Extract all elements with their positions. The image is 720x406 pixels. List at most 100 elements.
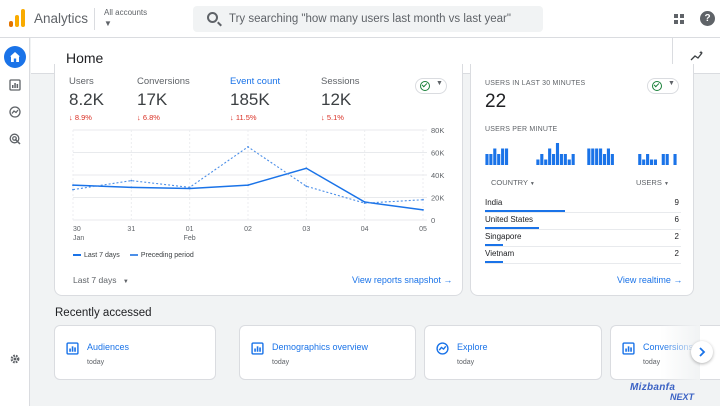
minute-bar[interactable] bbox=[497, 154, 501, 165]
minute-bar[interactable] bbox=[587, 148, 591, 166]
data-point[interactable] bbox=[422, 198, 424, 201]
arrow-right-icon: → bbox=[443, 275, 453, 285]
minute-bar[interactable] bbox=[642, 159, 646, 166]
recent-item-subtitle: today bbox=[457, 359, 475, 366]
nav-advertising-icon[interactable] bbox=[4, 128, 26, 150]
minute-bar[interactable] bbox=[555, 143, 560, 165]
table-row[interactable]: United States 6 bbox=[485, 213, 681, 230]
caret-down-icon: ▼ bbox=[436, 80, 443, 87]
data-point[interactable] bbox=[130, 179, 133, 182]
minute-bar[interactable] bbox=[602, 154, 607, 165]
minute-bar[interactable] bbox=[493, 148, 497, 166]
x-tick-label: 30 bbox=[73, 226, 81, 233]
table-row[interactable]: Singapore 2 bbox=[485, 230, 681, 247]
data-point[interactable] bbox=[363, 202, 366, 205]
country-name: Singapore bbox=[485, 232, 522, 241]
analytics-logo-icon[interactable] bbox=[9, 9, 25, 27]
data-point[interactable] bbox=[305, 167, 308, 170]
metrics-card: Users 8.2K ↓ 8.9% Conversions 17K ↓ 6.8%… bbox=[54, 64, 463, 296]
data-point[interactable] bbox=[422, 208, 424, 211]
view-reports-snapshot-link[interactable]: View reports snapshot → bbox=[352, 275, 452, 285]
minute-bar[interactable] bbox=[536, 159, 540, 166]
recent-item-demographics-overview[interactable]: Demographics overview today bbox=[239, 325, 416, 380]
data-point[interactable] bbox=[188, 186, 191, 189]
country-users: 6 bbox=[674, 215, 679, 224]
recent-item-explore[interactable]: Explore today bbox=[424, 325, 602, 380]
minute-bar[interactable] bbox=[591, 148, 595, 166]
minute-bar[interactable] bbox=[563, 154, 567, 165]
minute-bar[interactable] bbox=[653, 159, 658, 166]
metric-conversions[interactable]: Conversions 17K ↓ 6.8% bbox=[137, 76, 190, 122]
minute-bar[interactable] bbox=[559, 154, 563, 165]
minute-bar[interactable] bbox=[571, 154, 575, 165]
side-nav bbox=[0, 38, 30, 406]
minute-bar[interactable] bbox=[567, 159, 571, 166]
recent-item-subtitle: today bbox=[643, 359, 661, 366]
legend-label: Preceding period bbox=[140, 252, 194, 259]
minute-bar[interactable] bbox=[548, 148, 552, 166]
minute-bar[interactable] bbox=[599, 148, 603, 166]
help-icon[interactable]: ? bbox=[700, 11, 715, 26]
metric-delta: ↓ 6.8% bbox=[137, 113, 160, 122]
minute-bar[interactable] bbox=[649, 159, 654, 166]
metric-label: Event count bbox=[230, 76, 281, 87]
view-realtime-link[interactable]: View realtime → bbox=[617, 275, 682, 285]
minute-bar[interactable] bbox=[504, 148, 509, 166]
search-placeholder: Try searching "how many users last month… bbox=[229, 13, 511, 25]
minute-bar[interactable] bbox=[595, 148, 599, 166]
apps-grid-icon[interactable] bbox=[674, 14, 684, 24]
data-quality-check-button[interactable]: ▼ bbox=[415, 78, 447, 94]
share-bar bbox=[485, 244, 503, 246]
realtime-title: USERS IN LAST 30 MINUTES bbox=[485, 80, 586, 87]
table-row[interactable]: Vietnam 2 bbox=[485, 247, 681, 264]
recent-item-audiences[interactable]: Audiences today bbox=[54, 325, 216, 380]
col-country-header[interactable]: COUNTRY ▼ bbox=[491, 178, 535, 187]
minute-bar[interactable] bbox=[673, 154, 677, 165]
minute-bar[interactable] bbox=[552, 154, 556, 165]
check-circle-icon bbox=[420, 81, 430, 91]
link-label: View realtime bbox=[617, 275, 671, 285]
minute-bar[interactable] bbox=[610, 154, 614, 165]
minute-bar[interactable] bbox=[661, 154, 665, 165]
nav-admin-gear-icon[interactable] bbox=[4, 348, 26, 370]
minute-bar[interactable] bbox=[501, 148, 505, 166]
legend-item-last-7-days: Last 7 days bbox=[73, 252, 120, 259]
data-point[interactable] bbox=[247, 184, 249, 187]
minute-bar[interactable] bbox=[485, 154, 489, 165]
minute-bar[interactable] bbox=[665, 154, 669, 165]
caret-down-icon: ▼ bbox=[668, 80, 675, 87]
watermark-line2: NEXT bbox=[670, 392, 695, 402]
users-per-minute-label: USERS PER MINUTE bbox=[485, 126, 558, 133]
data-quality-check-button[interactable]: ▼ bbox=[647, 78, 679, 94]
account-selector-label: All accounts bbox=[104, 8, 148, 17]
minute-bar[interactable] bbox=[606, 148, 610, 166]
metric-users[interactable]: Users 8.2K ↓ 8.9% bbox=[69, 76, 104, 122]
insights-button[interactable] bbox=[672, 38, 720, 74]
minute-bar[interactable] bbox=[489, 154, 493, 165]
data-point[interactable] bbox=[247, 145, 249, 148]
share-bar bbox=[485, 261, 503, 263]
metric-sessions[interactable]: Sessions 12K ↓ 5.1% bbox=[321, 76, 360, 122]
account-selector[interactable]: All accounts ▼ bbox=[104, 8, 147, 28]
minute-bar[interactable] bbox=[646, 154, 650, 165]
metric-event-count[interactable]: Event count 185K ↓ 11.5% bbox=[230, 76, 280, 122]
minute-bar[interactable] bbox=[540, 154, 544, 165]
table-row[interactable]: India 9 bbox=[485, 196, 681, 213]
data-point[interactable] bbox=[72, 188, 74, 191]
nav-explore-icon[interactable] bbox=[4, 101, 26, 123]
data-point[interactable] bbox=[72, 184, 74, 187]
nav-reports-icon[interactable] bbox=[4, 74, 26, 96]
data-point[interactable] bbox=[305, 185, 308, 188]
minute-bar[interactable] bbox=[544, 159, 548, 166]
minute-bar[interactable] bbox=[638, 154, 642, 165]
data-point[interactable] bbox=[130, 186, 133, 189]
column-label: COUNTRY bbox=[491, 178, 528, 187]
search-bar[interactable]: Try searching "how many users last month… bbox=[193, 6, 543, 32]
column-label: USERS bbox=[636, 178, 662, 187]
date-range-dropdown[interactable]: Last 7 days ▼ bbox=[73, 275, 129, 285]
scroll-next-button[interactable] bbox=[691, 341, 713, 363]
line-chart: 80K 60K 40K 20K 0 30 Jan 31 01 Feb 02 03 04 05 bbox=[72, 126, 444, 242]
metric-label: Conversions bbox=[137, 76, 190, 87]
nav-home-icon[interactable] bbox=[4, 46, 26, 68]
col-users-header[interactable]: USERS ▼ bbox=[636, 178, 669, 187]
